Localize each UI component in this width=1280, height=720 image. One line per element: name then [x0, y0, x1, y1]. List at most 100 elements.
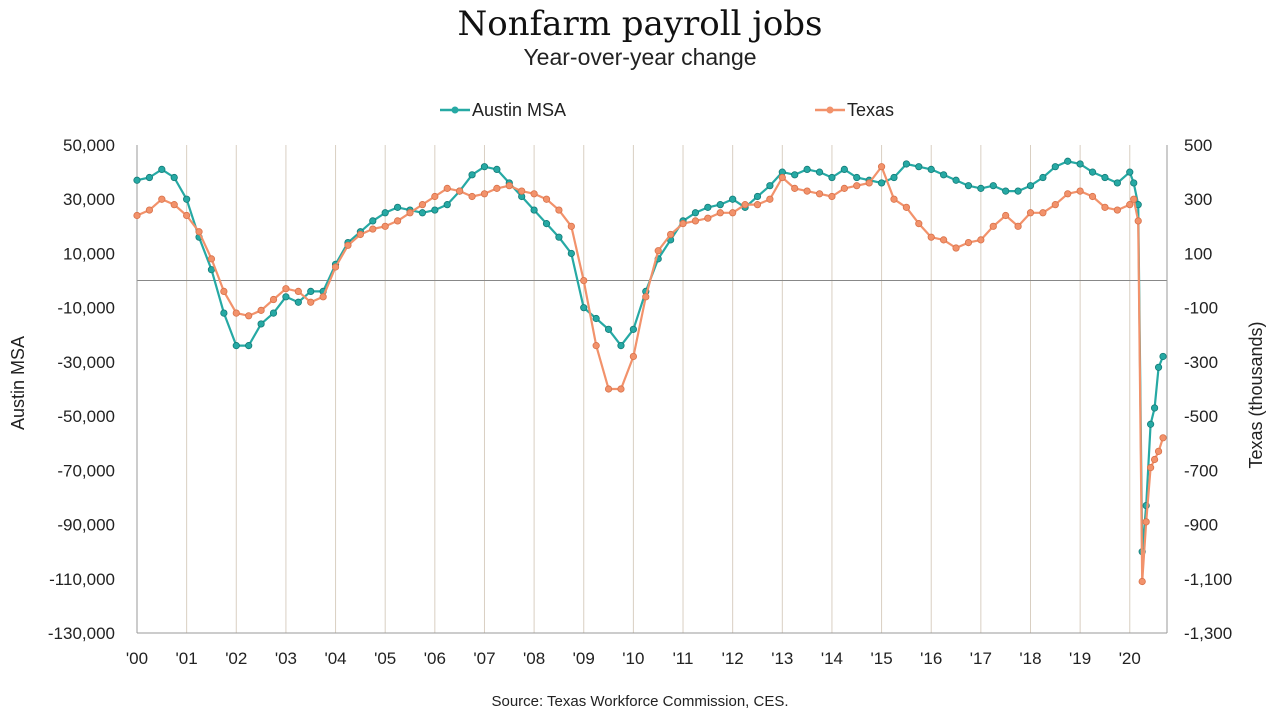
data-point-austin-msa	[1051, 163, 1059, 171]
data-point-austin-msa	[1014, 187, 1022, 195]
data-point-texas	[1138, 577, 1146, 586]
data-point-texas	[592, 342, 600, 350]
x-tick-label: '15	[871, 649, 893, 668]
data-point-austin-msa	[245, 342, 253, 350]
data-point-austin-msa	[1150, 404, 1159, 412]
data-point-texas	[269, 295, 278, 304]
data-point-austin-msa	[828, 173, 836, 182]
data-point-austin-msa	[977, 184, 985, 192]
data-point-texas	[133, 211, 141, 220]
left-tick-label: -110,000	[49, 570, 115, 589]
data-point-austin-msa	[1026, 182, 1035, 190]
left-tick-label: 50,000	[63, 136, 115, 155]
data-point-austin-msa	[1076, 160, 1084, 168]
data-point-texas	[691, 217, 700, 225]
data-point-austin-msa	[257, 320, 265, 328]
right-tick-label: 500	[1184, 136, 1212, 155]
data-point-texas	[877, 163, 886, 171]
data-point-austin-msa	[729, 195, 737, 203]
data-point-austin-msa	[989, 182, 997, 190]
data-point-texas	[902, 203, 910, 211]
data-point-texas	[1088, 192, 1097, 201]
data-point-austin-msa	[840, 165, 848, 173]
data-point-austin-msa	[915, 163, 923, 171]
legend-item-austin: Austin MSA	[440, 100, 566, 120]
left-tick-label: -130,000	[48, 624, 115, 643]
x-tick-label: '04	[324, 649, 346, 668]
x-tick-label: '05	[374, 649, 396, 668]
data-point-austin-msa	[617, 342, 625, 350]
data-point-austin-msa	[567, 249, 575, 258]
left-tick-label: -50,000	[57, 407, 115, 426]
data-point-texas	[865, 179, 873, 187]
data-point-texas	[319, 293, 327, 301]
x-tick-label: '19	[1069, 649, 1091, 668]
x-tick-label: '20	[1119, 649, 1141, 668]
right-tick-label: -500	[1184, 407, 1218, 426]
data-point-austin-msa	[369, 217, 377, 225]
data-point-austin-msa	[307, 287, 315, 295]
x-tick-label: '03	[275, 649, 297, 668]
data-point-texas	[369, 225, 377, 233]
source-footnote: Source: Texas Workforce Commission, CES.	[491, 693, 789, 710]
x-tick-label: '01	[176, 649, 198, 668]
data-point-texas	[890, 195, 898, 203]
data-point-texas	[381, 222, 389, 230]
data-point-austin-msa	[1126, 168, 1134, 176]
y-axis-label-right: Texas (thousands)	[1246, 321, 1266, 468]
data-point-texas	[170, 201, 178, 209]
data-point-texas	[480, 190, 489, 198]
data-point-austin-msa	[691, 209, 700, 217]
data-point-austin-msa	[1130, 179, 1138, 187]
data-point-texas	[356, 230, 364, 239]
data-point-texas	[729, 209, 737, 217]
x-tick-label: '10	[622, 649, 644, 668]
data-point-texas	[183, 211, 191, 220]
data-point-austin-msa	[1101, 173, 1109, 182]
x-tick-label: '12	[722, 649, 744, 668]
legend-marker-austin	[451, 106, 459, 114]
legend-marker-texas	[826, 106, 834, 114]
left-axis-ticks: 50,000 30,000 10,000 -10,000 -30,000 -50,000 -…	[48, 136, 115, 643]
data-point-austin-msa	[927, 165, 935, 173]
data-point-texas	[1014, 222, 1022, 230]
data-point-texas	[778, 173, 786, 182]
data-point-texas	[431, 192, 439, 201]
data-point-texas	[853, 182, 861, 190]
data-point-austin-msa	[704, 203, 712, 211]
data-point-austin-msa	[629, 325, 637, 333]
data-point-austin-msa	[753, 192, 762, 201]
data-point-texas	[245, 312, 253, 320]
data-point-texas	[493, 184, 501, 192]
data-point-austin-msa	[902, 160, 910, 168]
left-tick-label: 30,000	[63, 190, 115, 209]
data-point-austin-msa	[853, 173, 861, 182]
right-tick-label: -900	[1184, 516, 1218, 535]
chart-title: Nonfarm payroll jobs	[457, 4, 823, 44]
data-point-austin-msa	[294, 298, 302, 306]
data-point-austin-msa	[555, 233, 563, 241]
data-point-texas	[1159, 434, 1167, 442]
data-point-texas	[828, 192, 836, 201]
data-point-texas	[679, 220, 687, 228]
x-tick-label: '09	[573, 649, 595, 668]
data-point-texas	[530, 190, 538, 198]
data-point-texas	[331, 263, 340, 271]
data-point-austin-msa	[418, 209, 427, 217]
data-point-texas	[232, 309, 240, 317]
data-point-austin-msa	[530, 206, 538, 214]
data-point-texas	[629, 352, 637, 361]
data-point-texas	[716, 209, 724, 217]
data-point-texas	[1134, 217, 1142, 225]
data-point-texas	[803, 187, 811, 195]
x-tick-label: '13	[771, 649, 793, 668]
data-point-texas	[1101, 203, 1109, 211]
y-axis-label-left: Austin MSA	[8, 336, 28, 430]
data-point-austin-msa	[443, 201, 451, 209]
data-point-austin-msa	[1113, 179, 1121, 187]
data-point-texas	[1150, 455, 1159, 464]
data-point-texas	[394, 217, 402, 225]
data-point-texas	[1002, 211, 1010, 220]
data-point-austin-msa	[220, 309, 228, 317]
